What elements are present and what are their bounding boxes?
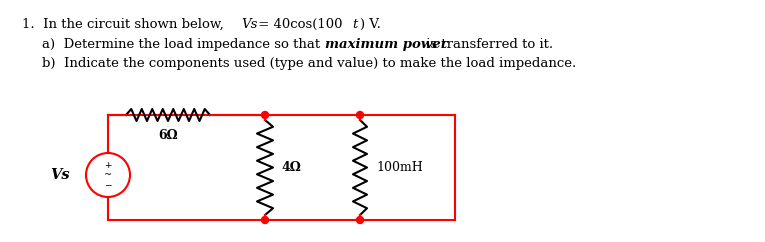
Text: maximum power: maximum power	[325, 38, 448, 51]
Text: Vs: Vs	[50, 168, 70, 182]
Circle shape	[262, 217, 269, 224]
Text: −: −	[104, 181, 112, 189]
Text: ~: ~	[104, 171, 112, 180]
Text: b)  Indicate the components used (type and value) to make the load impedance.: b) Indicate the components used (type an…	[42, 57, 576, 70]
Text: Vs: Vs	[241, 18, 257, 31]
Circle shape	[356, 217, 363, 224]
Text: is transferred to it.: is transferred to it.	[422, 38, 553, 51]
Text: 6Ω: 6Ω	[158, 129, 178, 142]
Circle shape	[356, 112, 363, 119]
Text: +: +	[104, 160, 112, 169]
Text: a)  Determine the load impedance so that: a) Determine the load impedance so that	[42, 38, 324, 51]
Text: 100mH: 100mH	[376, 161, 423, 174]
Circle shape	[262, 112, 269, 119]
Text: t: t	[352, 18, 357, 31]
Text: 4Ω: 4Ω	[281, 161, 301, 174]
Text: = 40cos(100: = 40cos(100	[254, 18, 343, 31]
Text: ) V.: ) V.	[360, 18, 381, 31]
Text: 1.  In the circuit shown below,: 1. In the circuit shown below,	[22, 18, 228, 31]
